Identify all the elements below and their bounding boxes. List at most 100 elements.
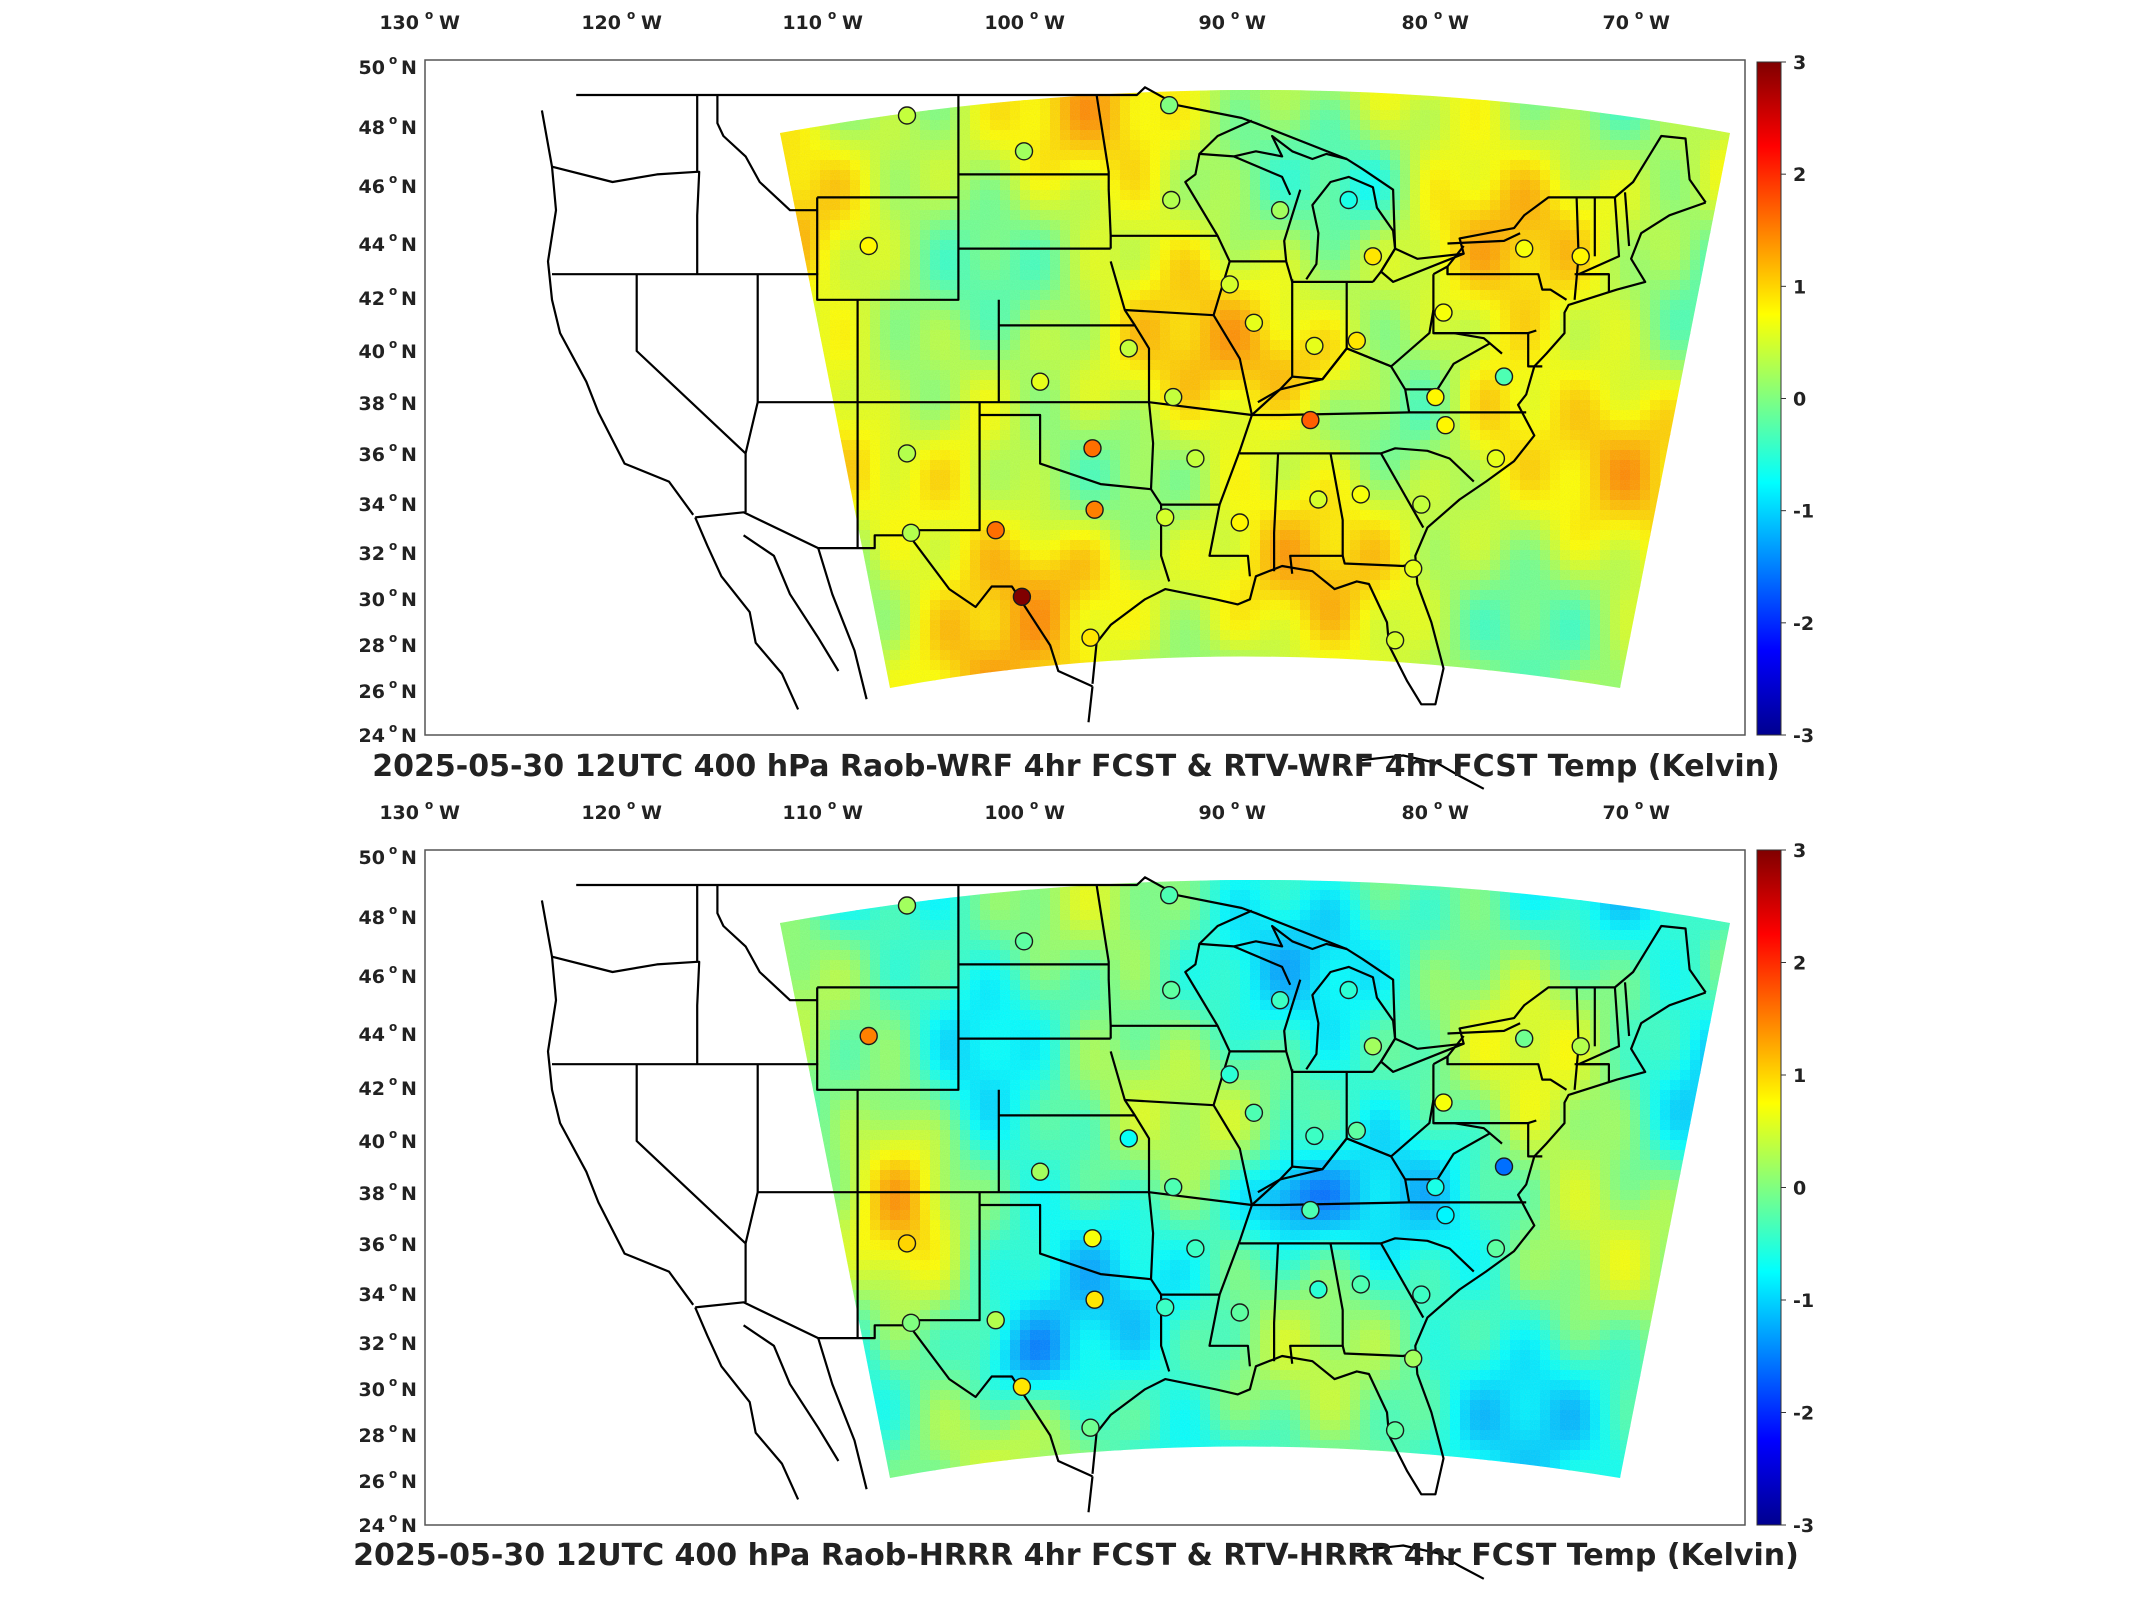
degree-symbol: o (389, 1511, 397, 1525)
degree-symbol: o (389, 1467, 397, 1481)
longitude-tick-label: 100 (984, 802, 1024, 824)
degree-symbol: o (389, 843, 397, 857)
raob-station-marker (1412, 1285, 1431, 1304)
degree-symbol: o (828, 798, 836, 812)
degree-symbol: o (389, 284, 397, 298)
raob-station-marker (1119, 1129, 1139, 1148)
raob-station-marker (1161, 190, 1181, 210)
raob-station-marker (1426, 387, 1445, 407)
colorbar-tick-label: -3 (1793, 1515, 1814, 1537)
latitude-hemisphere: N (401, 847, 417, 869)
raob-station-marker (1309, 490, 1328, 509)
latitude-hemisphere: N (401, 1515, 417, 1537)
raob-station-marker (1230, 1303, 1250, 1322)
colorbar-tick-label: -2 (1793, 1403, 1814, 1425)
latitude-hemisphere: N (401, 907, 417, 929)
longitude-tick-label: 100 (984, 12, 1024, 34)
colorbar-tick-label: -2 (1793, 613, 1814, 635)
degree-symbol: o (1030, 798, 1038, 812)
raob-station-marker (1347, 331, 1367, 350)
degree-symbol: o (389, 1074, 397, 1088)
raob-station-marker (1012, 1377, 1032, 1397)
raob-station-marker (1426, 1177, 1445, 1197)
raob-station-marker (1081, 1418, 1100, 1437)
longitude-hemisphere: W (439, 12, 460, 34)
degree-symbol: o (627, 8, 635, 22)
degree-symbol: o (1030, 8, 1038, 22)
latitude-hemisphere: N (401, 589, 417, 611)
raob-station-marker (1014, 142, 1034, 161)
colorbar-tick-label: 3 (1793, 840, 1806, 862)
raob-station-marker (1012, 587, 1032, 606)
raob-station-marker (1571, 1037, 1590, 1056)
latitude-hemisphere: N (401, 681, 417, 703)
raob-station-marker (1436, 416, 1455, 435)
latitude-tick-label: 46 (359, 966, 385, 988)
raob-station-marker (1351, 1275, 1371, 1294)
raob-station-marker (1220, 1065, 1239, 1084)
raob-station-marker (1514, 239, 1534, 258)
latitude-hemisphere: N (401, 57, 417, 79)
latitude-tick-label: 50 (359, 847, 385, 869)
latitude-hemisphere: N (401, 635, 417, 657)
temperature-difference-field (780, 90, 1730, 688)
latitude-hemisphere: N (401, 341, 417, 363)
raob-station-marker (1270, 200, 1290, 220)
longitude-tick-label: 70 (1603, 12, 1629, 34)
latitude-tick-label: 34 (359, 1284, 385, 1306)
latitude-tick-label: 40 (359, 341, 385, 363)
raob-station-marker (1159, 95, 1179, 115)
latitude-hemisphere: N (401, 1284, 417, 1306)
degree-symbol: o (389, 539, 397, 553)
raob-station-marker (1436, 1205, 1455, 1225)
longitude-hemisphere: W (641, 12, 662, 34)
raob-station-marker (1083, 439, 1102, 458)
temperature-difference-field (780, 880, 1730, 1478)
longitude-tick-label: 70 (1603, 802, 1629, 824)
latitude-tick-label: 46 (359, 176, 385, 198)
latitude-hemisphere: N (401, 176, 417, 198)
latitude-tick-label: 44 (359, 1024, 385, 1046)
degree-symbol: o (389, 962, 397, 976)
raob-station-marker (1155, 508, 1175, 527)
latitude-tick-label: 30 (359, 589, 385, 611)
longitude-tick-label: 90 (1199, 802, 1225, 824)
degree-symbol: o (389, 1127, 397, 1141)
degree-symbol: o (389, 1230, 397, 1244)
longitude-tick-label: 80 (1402, 12, 1428, 34)
longitude-tick-label: 110 (782, 802, 822, 824)
degree-symbol: o (389, 53, 397, 67)
latitude-tick-label: 40 (359, 1131, 385, 1153)
latitude-tick-label: 34 (359, 494, 385, 516)
colorbar: 3 2 1 0 -1 -2 -3 (1756, 52, 1814, 747)
longitude-hemisphere: W (1448, 802, 1469, 824)
degree-symbol: o (389, 230, 397, 244)
latitude-hemisphere: N (401, 543, 417, 565)
degree-symbol: o (389, 903, 397, 917)
raob-stations (859, 95, 1590, 650)
colorbar-tick-label: 0 (1793, 1178, 1806, 1200)
latitude-tick-label: 36 (359, 444, 385, 466)
latitude-tick-label: 50 (359, 57, 385, 79)
colorbar-tick-label: -1 (1793, 1290, 1814, 1312)
degree-symbol: o (389, 1020, 397, 1034)
raob-station-marker (1220, 275, 1239, 294)
raob-station-marker (1305, 336, 1324, 356)
latitude-tick-label: 28 (359, 635, 385, 657)
wrf-panel-title: 2025-05-30 12UTC 400 hPa Raob-WRF 4hr FC… (372, 749, 1780, 784)
latitude-tick-label: 36 (359, 1234, 385, 1256)
raob-station-marker (1403, 559, 1423, 578)
latitude-hemisphere: N (401, 1379, 417, 1401)
latitude-tick-label: 26 (359, 681, 385, 703)
raob-station-marker (1363, 1037, 1383, 1056)
degree-symbol: o (425, 798, 433, 812)
raob-station-marker (1085, 500, 1104, 519)
latitude-tick-label: 42 (359, 1078, 385, 1100)
raob-station-marker (1083, 1229, 1102, 1248)
latitude-hemisphere: N (401, 393, 417, 415)
latitude-tick-label: 38 (359, 1183, 385, 1205)
degree-symbol: o (389, 1329, 397, 1343)
raob-station-marker (1244, 313, 1264, 332)
degree-symbol: o (389, 677, 397, 691)
